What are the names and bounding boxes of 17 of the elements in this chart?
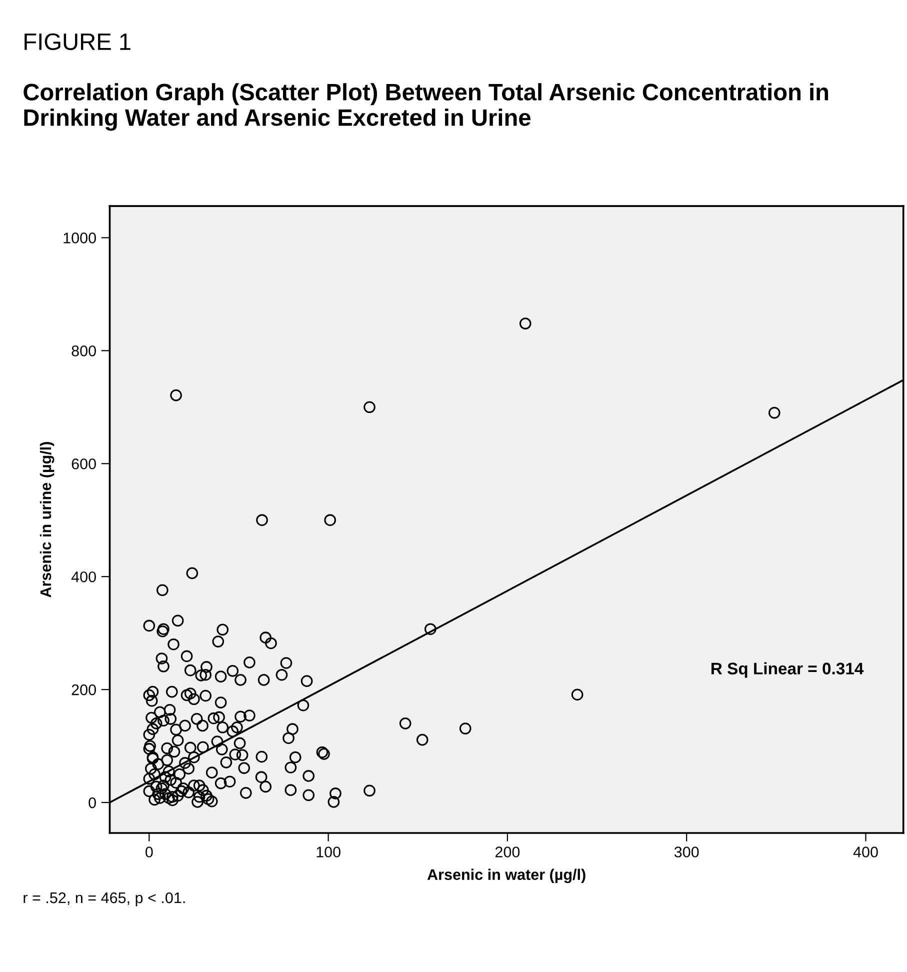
x-tick-label: 200 bbox=[495, 846, 520, 858]
annotation: R Sq Linear = 0.314 bbox=[712, 662, 864, 678]
y-tick-label: 0 bbox=[88, 797, 96, 808]
x-tick-label: 100 bbox=[316, 846, 340, 858]
x-tick-label: 400 bbox=[853, 846, 878, 858]
chart-title: FIGURE 1 bbox=[24, 33, 130, 50]
x-axis-title: Arsenic in water (µg/l) bbox=[427, 868, 586, 884]
y-tick-label: 400 bbox=[71, 571, 96, 582]
x-tick-label: 0 bbox=[146, 846, 153, 858]
y-tick-label: 800 bbox=[72, 346, 96, 356]
x-tick-label: 300 bbox=[674, 846, 699, 858]
y-tick-label: 1000 bbox=[64, 232, 96, 244]
text: r = .52, n = 465, p < .01. bbox=[24, 892, 185, 906]
y-tick-label: 200 bbox=[72, 684, 96, 696]
chart-subtitle: Correlation Graph (Scatter Plot) Between Total Arsenic Concentration in Drinking Water and Arsenic Excreted in Urine bbox=[24, 83, 828, 131]
y-axis-title: Arsenic in urine (µg/l) bbox=[40, 442, 54, 598]
y-tick-label: 600 bbox=[72, 458, 96, 470]
